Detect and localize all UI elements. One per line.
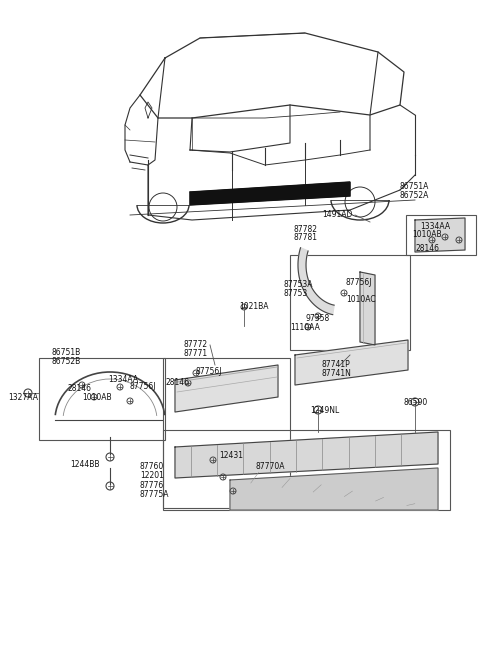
Polygon shape (415, 218, 465, 252)
Text: 28146: 28146 (68, 384, 92, 393)
Text: 1244BB: 1244BB (70, 460, 99, 469)
Text: 87776: 87776 (140, 481, 164, 490)
Text: 86752A: 86752A (400, 191, 430, 200)
Text: 87782: 87782 (294, 225, 318, 234)
Text: 1249NL: 1249NL (310, 406, 339, 415)
Text: 1334AA: 1334AA (108, 375, 138, 384)
Bar (39, 358, 165, 440)
Polygon shape (230, 468, 438, 510)
Polygon shape (295, 340, 408, 385)
Text: 1010AB: 1010AB (412, 230, 442, 239)
Text: 87753A: 87753A (283, 280, 312, 289)
Text: 12431: 12431 (219, 451, 243, 460)
Text: 87771: 87771 (184, 349, 208, 358)
Text: 87756J: 87756J (130, 382, 156, 391)
Text: 87781: 87781 (294, 233, 318, 242)
Polygon shape (298, 248, 334, 315)
Text: 87772: 87772 (184, 340, 208, 349)
Text: 87741N: 87741N (322, 369, 352, 378)
Bar (406, 215, 476, 255)
Text: 28146: 28146 (416, 244, 440, 253)
Text: 87775A: 87775A (140, 490, 169, 499)
Polygon shape (360, 272, 375, 345)
Text: 1010AC: 1010AC (346, 295, 376, 304)
Text: 1110AA: 1110AA (290, 323, 320, 332)
Text: 87770A: 87770A (256, 462, 286, 471)
Bar (163, 358, 290, 508)
Text: 87741P: 87741P (322, 360, 351, 369)
Polygon shape (190, 182, 350, 205)
Text: 1010AB: 1010AB (82, 393, 112, 402)
Polygon shape (175, 365, 278, 412)
Text: 86751B: 86751B (52, 348, 81, 357)
Text: 86752B: 86752B (52, 357, 81, 366)
Polygon shape (175, 432, 438, 478)
Text: 87753: 87753 (283, 289, 307, 298)
Text: 1021BA: 1021BA (239, 302, 268, 311)
Text: 97358: 97358 (305, 314, 329, 323)
Bar (163, 430, 450, 510)
Bar (290, 255, 410, 350)
Text: 86751A: 86751A (400, 182, 430, 191)
Text: 87756J: 87756J (195, 367, 221, 376)
Text: 1327AA: 1327AA (8, 393, 38, 402)
Text: 86590: 86590 (403, 398, 427, 407)
Text: 1491AD: 1491AD (322, 210, 352, 219)
Text: 28146: 28146 (166, 378, 190, 387)
Text: 12201: 12201 (140, 471, 164, 480)
Text: 87756J: 87756J (346, 278, 372, 287)
Text: 1334AA: 1334AA (420, 222, 450, 231)
Text: 87760: 87760 (140, 462, 164, 471)
